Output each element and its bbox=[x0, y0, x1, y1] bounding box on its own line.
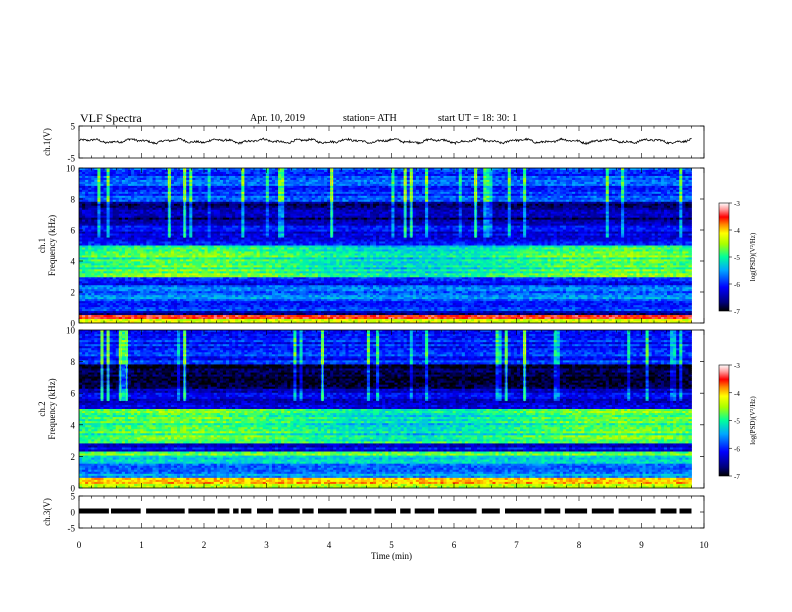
y-tick-label: -5 bbox=[68, 154, 76, 164]
y-axis-label: ch.1(V) bbox=[42, 128, 52, 156]
ch1-waveform-panel: 5 -5 ch.1(V) bbox=[42, 122, 704, 164]
y-tick-label: 5 bbox=[71, 122, 76, 132]
spectrogram-cells bbox=[79, 168, 692, 323]
ch1-waveform-line bbox=[79, 138, 692, 144]
